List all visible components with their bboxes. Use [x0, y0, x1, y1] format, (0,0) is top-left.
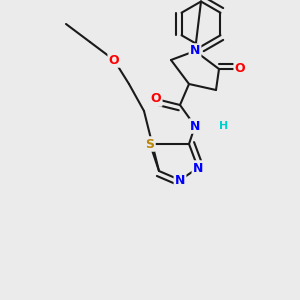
Text: N: N: [190, 119, 200, 133]
Text: O: O: [109, 53, 119, 67]
Text: S: S: [146, 137, 154, 151]
Text: N: N: [175, 173, 185, 187]
Text: O: O: [151, 92, 161, 106]
Text: N: N: [190, 44, 200, 58]
Text: O: O: [235, 62, 245, 76]
Text: N: N: [193, 161, 203, 175]
Text: H: H: [219, 121, 228, 131]
